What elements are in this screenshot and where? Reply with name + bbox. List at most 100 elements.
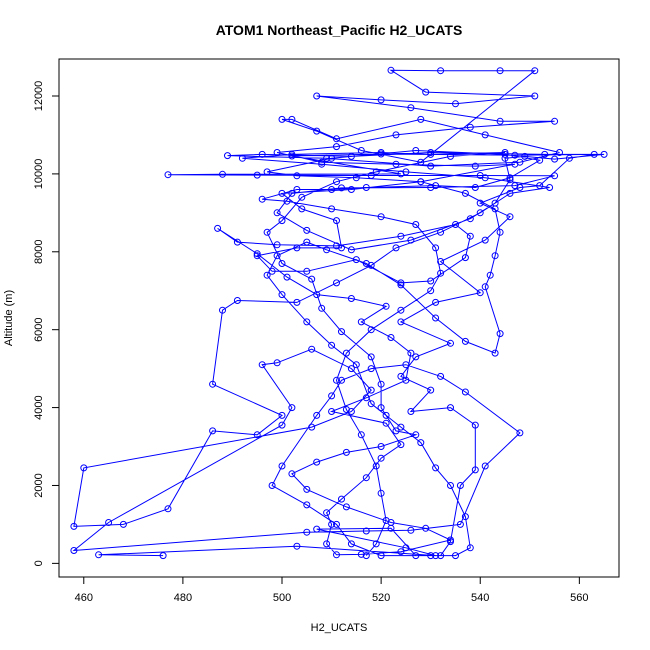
- data-point: [397, 279, 405, 287]
- data-point: [506, 189, 514, 197]
- data-point: [293, 172, 301, 180]
- data-point: [288, 404, 296, 412]
- data-point: [333, 242, 340, 250]
- data-point: [303, 528, 311, 536]
- data-point: [318, 304, 326, 312]
- data-point: [447, 339, 454, 347]
- data-point: [521, 152, 529, 160]
- data-point: [402, 168, 410, 176]
- data-point: [407, 236, 415, 244]
- data-point: [303, 238, 311, 246]
- data-point: [209, 427, 217, 435]
- y-tick-label: 4000: [33, 395, 45, 419]
- data-point: [273, 252, 281, 260]
- data-point: [372, 540, 380, 548]
- data-point: [70, 522, 78, 530]
- data-point: [427, 287, 435, 295]
- data-point: [382, 419, 390, 427]
- data-point: [447, 152, 454, 160]
- data-point: [253, 431, 261, 439]
- data-point: [119, 520, 127, 528]
- data-point: [412, 431, 420, 439]
- data-point: [347, 186, 355, 193]
- x-axis-label: H2_UCATS: [311, 622, 368, 634]
- data-point: [427, 162, 435, 170]
- data-point: [387, 66, 395, 74]
- data-point: [263, 168, 271, 176]
- data-point: [501, 150, 509, 158]
- data-point: [372, 168, 380, 176]
- data-point: [308, 275, 316, 283]
- data-point: [461, 254, 469, 262]
- x-tick-label: 560: [570, 592, 588, 604]
- data-point: [105, 519, 113, 526]
- data-point: [278, 291, 286, 299]
- data-point: [333, 376, 340, 384]
- data-point: [338, 495, 345, 503]
- data-point: [283, 197, 291, 205]
- data-point: [452, 552, 459, 560]
- data-point: [452, 100, 459, 108]
- data-point: [546, 184, 554, 191]
- data-point: [427, 277, 435, 285]
- data-point: [273, 209, 281, 217]
- data-point: [397, 232, 405, 240]
- data-point: [412, 353, 420, 361]
- data-point: [417, 439, 425, 447]
- data-point: [397, 372, 405, 380]
- data-point: [303, 501, 311, 509]
- data-point: [417, 115, 425, 123]
- data-point: [313, 458, 321, 466]
- data-point: [298, 193, 306, 201]
- data-point: [342, 503, 350, 511]
- data-point: [600, 150, 608, 158]
- data-point: [357, 318, 365, 326]
- data-point: [323, 509, 331, 517]
- data-point: [506, 213, 514, 221]
- data-point: [407, 104, 415, 112]
- data-point: [417, 178, 425, 186]
- data-point: [432, 244, 440, 252]
- data-point: [412, 552, 420, 560]
- data-point: [471, 421, 479, 429]
- data-point: [258, 150, 266, 158]
- data-point: [377, 552, 385, 560]
- data-point: [447, 536, 454, 544]
- data-point: [342, 349, 350, 357]
- data-point: [437, 269, 445, 277]
- data-point: [392, 160, 400, 168]
- data-point: [263, 271, 271, 279]
- data-point: [437, 258, 445, 265]
- data-point: [565, 154, 573, 162]
- data-point: [551, 117, 559, 125]
- x-tick-label: 540: [471, 592, 489, 604]
- data-point: [362, 184, 370, 191]
- data-point: [496, 67, 504, 75]
- data-point: [511, 151, 519, 159]
- data-point: [303, 226, 311, 234]
- data-point: [362, 394, 370, 402]
- data-point: [461, 189, 469, 197]
- data-point: [466, 544, 474, 552]
- data-point: [258, 195, 266, 203]
- data-point: [382, 517, 390, 524]
- data-point: [362, 474, 370, 482]
- data-point: [496, 228, 504, 236]
- data-point: [551, 155, 559, 163]
- data-point: [432, 552, 440, 560]
- data-point: [333, 178, 340, 186]
- data-point: [328, 205, 336, 213]
- data-point: [219, 170, 226, 178]
- data-point: [293, 298, 301, 306]
- data-point: [352, 256, 360, 264]
- data-point: [347, 295, 355, 302]
- data-point: [338, 328, 345, 336]
- data-point: [476, 289, 484, 297]
- data-point: [333, 279, 340, 287]
- data-point: [164, 171, 172, 179]
- data-point: [541, 150, 549, 158]
- data-point: [219, 306, 226, 314]
- data-point: [466, 123, 474, 131]
- data-point: [367, 365, 375, 373]
- data-point: [159, 552, 167, 560]
